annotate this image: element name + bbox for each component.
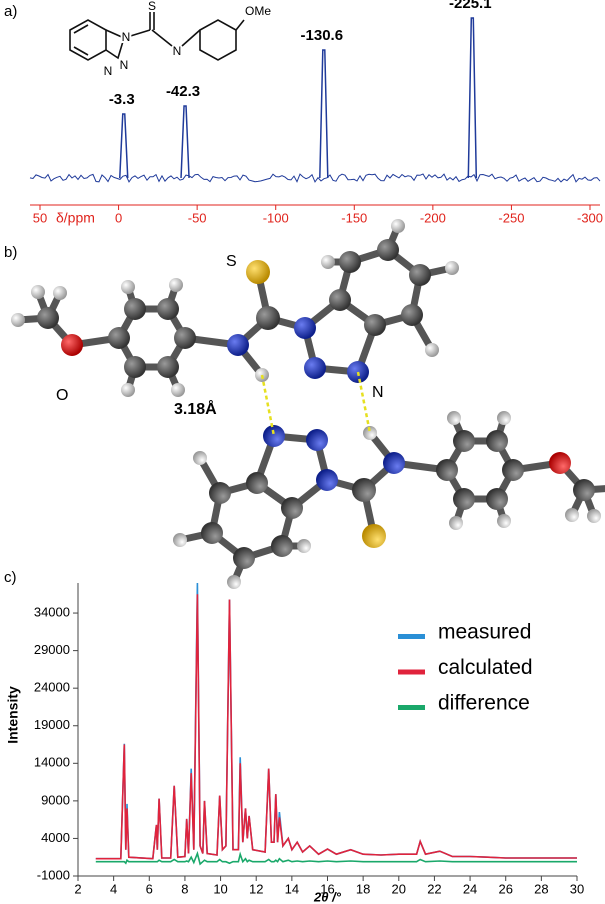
atom-label: O <box>56 387 68 404</box>
x-tick-label: 4 <box>110 881 117 896</box>
y-tick-label: 24000 <box>34 680 70 695</box>
peak <box>320 50 328 178</box>
x-axis-label: 2θ /° <box>313 889 342 904</box>
x-tick-label: -150 <box>341 210 367 225</box>
x-tick-label: -100 <box>263 210 289 225</box>
atom-label: S <box>148 0 156 13</box>
peak <box>120 114 128 178</box>
y-tick-label: 29000 <box>34 642 70 657</box>
x-tick-label: 22 <box>427 881 441 896</box>
panel-label: b) <box>4 244 17 261</box>
legend-label: measured <box>438 621 531 644</box>
x-tick-label: -50 <box>188 210 207 225</box>
x-tick-label: 50 <box>33 210 47 225</box>
atom-label: N <box>120 58 129 72</box>
x-tick-label: 20 <box>392 881 406 896</box>
y-tick-label: 34000 <box>34 604 70 619</box>
peak-label: -3.3 <box>109 91 135 108</box>
x-tick-label: 26 <box>498 881 512 896</box>
x-tick-label: -200 <box>420 210 446 225</box>
x-tick-label: 0 <box>115 210 122 225</box>
y-tick-label: 9000 <box>41 792 70 807</box>
y-tick-label: 4000 <box>41 830 70 845</box>
panel-label: a) <box>4 3 17 20</box>
contact-label: 3.18Å <box>174 399 217 418</box>
x-tick-label: 18 <box>356 881 370 896</box>
legend-label: difference <box>438 692 530 715</box>
legend-label: calculated <box>438 656 533 679</box>
atom-label: S <box>226 253 237 270</box>
peak <box>468 18 476 178</box>
legend-swatch <box>398 705 425 710</box>
x-tick-label: 12 <box>249 881 263 896</box>
y-axis-label: Intensity <box>5 686 21 744</box>
x-tick-label: 6 <box>146 881 153 896</box>
x-tick-label: 30 <box>570 881 584 896</box>
x-tick-label: 2 <box>74 881 81 896</box>
atom-label: N <box>372 384 384 401</box>
figure: a) b) c) S OMe N N N N N S O N 3.18Å -3.… <box>0 0 605 904</box>
y-tick-label: 19000 <box>34 717 70 732</box>
x-tick-label: 14 <box>285 881 299 896</box>
x-tick-label: 24 <box>463 881 477 896</box>
atom-label: N <box>173 44 182 58</box>
peak-label: -130.6 <box>301 27 344 44</box>
legend-swatch <box>398 670 425 675</box>
x-tick-label: -250 <box>498 210 524 225</box>
x-tick-label: -300 <box>577 210 603 225</box>
atom-label: N <box>104 64 113 78</box>
structure-formula: S OMe N N N N N <box>70 0 271 78</box>
legend-swatch <box>398 634 425 639</box>
x-tick-label: 28 <box>534 881 548 896</box>
peak-label: -42.3 <box>166 83 200 100</box>
noise <box>30 174 600 182</box>
x-tick-label: 10 <box>213 881 227 896</box>
atom-label: N <box>122 30 131 44</box>
peak-label: -225.1 <box>449 0 492 12</box>
atom-label: OMe <box>245 4 271 18</box>
x-axis-label: δ/ppm <box>56 210 95 226</box>
y-tick-label: 14000 <box>34 755 70 770</box>
y-tick-label: -1000 <box>37 867 70 882</box>
x-tick-label: 8 <box>181 881 188 896</box>
crystal-structure: S O N 3.18Å <box>11 219 605 589</box>
panel-label: c) <box>4 569 17 586</box>
peak <box>181 106 189 178</box>
